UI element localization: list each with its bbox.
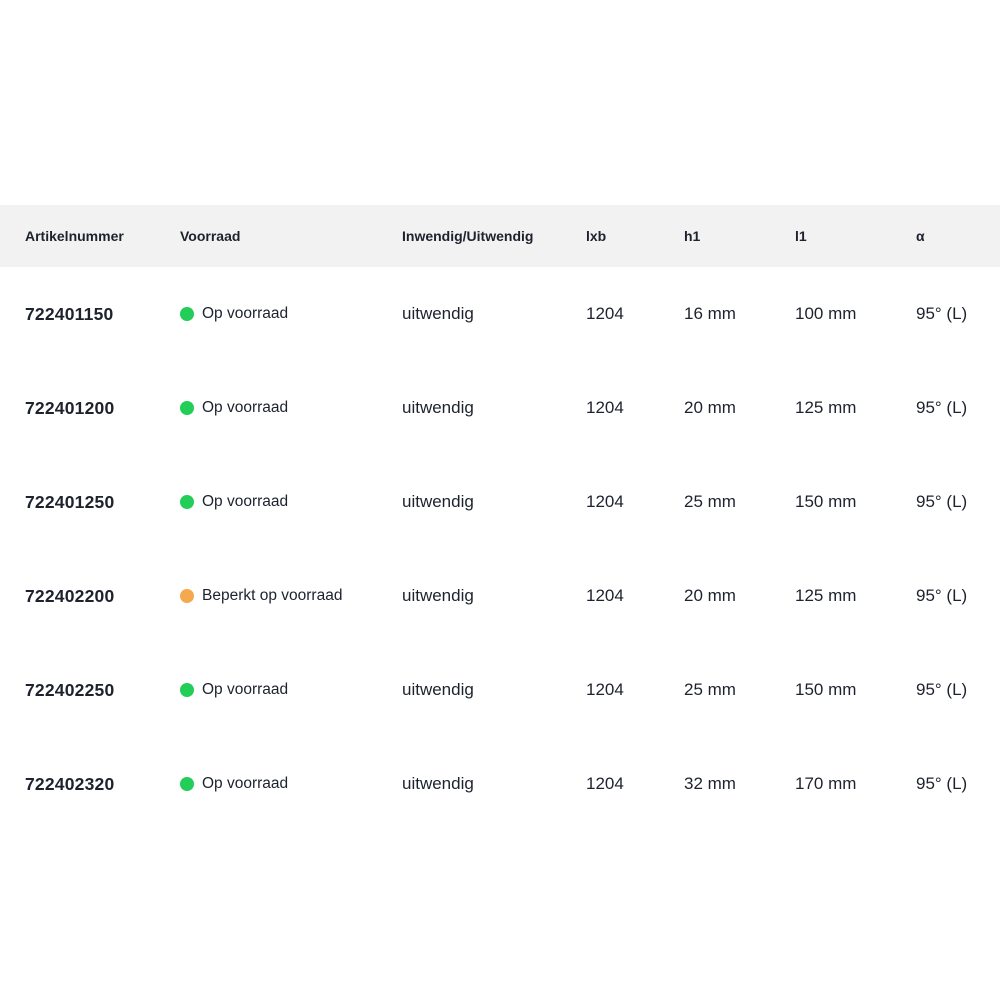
- inwendig-uitwendig-value: uitwendig: [402, 680, 474, 699]
- stock-status-label: Op voorraad: [202, 493, 289, 510]
- stock-status: Op voorraad: [180, 775, 402, 793]
- stock-status: Op voorraad: [180, 681, 402, 699]
- lxb-value: 1204: [586, 304, 624, 323]
- alpha-value: 95° (L): [916, 304, 968, 323]
- h1-value: 16 mm: [684, 304, 736, 323]
- column-header-l1: l1: [795, 228, 807, 244]
- table-row: 722402250 Op voorraad uitwendig 1204 25 …: [0, 643, 1000, 737]
- stock-status-dot-icon: [180, 495, 194, 509]
- column-header-artikelnummer: Artikelnummer: [25, 228, 124, 244]
- h1-value: 20 mm: [684, 586, 736, 605]
- stock-status-label: Beperkt op voorraad: [202, 587, 343, 604]
- stock-status-label: Op voorraad: [202, 681, 289, 698]
- table-row: 722402200 Beperkt op voorraad uitwendig …: [0, 549, 1000, 643]
- table-row: 722401150 Op voorraad uitwendig 1204 16 …: [0, 267, 1000, 361]
- table-row: 722401200 Op voorraad uitwendig 1204 20 …: [0, 361, 1000, 455]
- lxb-value: 1204: [586, 492, 624, 511]
- inwendig-uitwendig-value: uitwendig: [402, 398, 474, 417]
- inwendig-uitwendig-value: uitwendig: [402, 586, 474, 605]
- l1-value: 125 mm: [795, 398, 857, 417]
- alpha-value: 95° (L): [916, 680, 968, 699]
- inwendig-uitwendig-value: uitwendig: [402, 304, 474, 323]
- stock-status: Op voorraad: [180, 399, 402, 417]
- stock-status-dot-icon: [180, 401, 194, 415]
- alpha-value: 95° (L): [916, 398, 968, 417]
- column-header-h1: h1: [684, 228, 701, 244]
- alpha-value: 95° (L): [916, 492, 968, 511]
- h1-value: 25 mm: [684, 680, 736, 699]
- inwendig-uitwendig-value: uitwendig: [402, 774, 474, 793]
- artikelnummer-value: 722402200: [25, 585, 115, 606]
- table-row: 722401250 Op voorraad uitwendig 1204 25 …: [0, 455, 1000, 549]
- artikelnummer-value: 722401150: [25, 303, 114, 324]
- column-header-lxb: lxb: [586, 228, 607, 244]
- product-variant-table: Artikelnummer Voorraad Inwendig/Uitwendi…: [0, 205, 1000, 831]
- lxb-value: 1204: [586, 586, 624, 605]
- column-header-inwendig-uitwendig: Inwendig/Uitwendig: [402, 228, 534, 244]
- l1-value: 170 mm: [795, 774, 857, 793]
- alpha-value: 95° (L): [916, 774, 968, 793]
- inwendig-uitwendig-value: uitwendig: [402, 492, 474, 511]
- h1-value: 32 mm: [684, 774, 736, 793]
- artikelnummer-value: 722402250: [25, 679, 115, 700]
- alpha-value: 95° (L): [916, 586, 968, 605]
- table-header-row: Artikelnummer Voorraad Inwendig/Uitwendi…: [0, 205, 1000, 267]
- stock-status-dot-icon: [180, 683, 194, 697]
- h1-value: 20 mm: [684, 398, 736, 417]
- column-header-alpha: α: [916, 228, 925, 244]
- h1-value: 25 mm: [684, 492, 736, 511]
- table-row: 722402320 Op voorraad uitwendig 1204 32 …: [0, 737, 1000, 831]
- stock-status-dot-icon: [180, 589, 194, 603]
- artikelnummer-value: 722401200: [25, 397, 115, 418]
- l1-value: 100 mm: [795, 304, 857, 323]
- column-header-voorraad: Voorraad: [180, 228, 241, 244]
- stock-status-dot-icon: [180, 777, 194, 791]
- stock-status: Op voorraad: [180, 493, 402, 511]
- stock-status-label: Op voorraad: [202, 399, 289, 416]
- l1-value: 150 mm: [795, 680, 857, 699]
- artikelnummer-value: 722402320: [25, 773, 115, 794]
- stock-status-dot-icon: [180, 307, 194, 321]
- l1-value: 125 mm: [795, 586, 857, 605]
- stock-status-label: Op voorraad: [202, 775, 289, 792]
- lxb-value: 1204: [586, 774, 624, 793]
- stock-status-label: Op voorraad: [202, 305, 289, 322]
- lxb-value: 1204: [586, 398, 624, 417]
- l1-value: 150 mm: [795, 492, 857, 511]
- lxb-value: 1204: [586, 680, 624, 699]
- artikelnummer-value: 722401250: [25, 491, 115, 512]
- stock-status: Beperkt op voorraad: [180, 587, 402, 605]
- stock-status: Op voorraad: [180, 305, 402, 323]
